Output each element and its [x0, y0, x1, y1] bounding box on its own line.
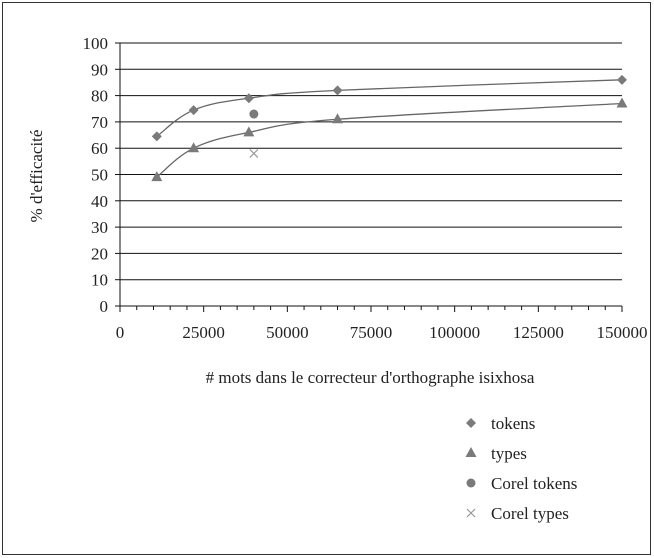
y-tick-labels: 0 10 20 30 40 50 60 70 80 90 100: [83, 34, 109, 316]
x-tick-label: 0: [116, 323, 125, 342]
series-line-tokens: [156, 79, 623, 137]
data-point: [249, 149, 259, 158]
data-point: [616, 97, 628, 108]
legend-label: types: [491, 444, 527, 463]
x-tick-labels: 0 25000 50000 75000 100000 125000 150000: [116, 323, 648, 342]
data-point: [188, 105, 199, 116]
data-point: [617, 74, 627, 85]
y-tick-label: 90: [91, 60, 108, 79]
legend-label: tokens: [491, 414, 535, 433]
y-tick-label: 0: [100, 297, 109, 316]
legend-marker: [465, 447, 477, 457]
y-tick-label: 50: [91, 166, 108, 185]
y-tick-label: 20: [91, 244, 108, 263]
data-point: [151, 131, 162, 142]
y-tick-label: 40: [91, 192, 108, 211]
legend-label: Corel tokens: [491, 474, 577, 493]
y-axis-title: % d'efficacité: [27, 130, 46, 223]
series-lines: [156, 79, 623, 178]
data-point: [188, 142, 200, 153]
y-tick-label: 60: [91, 139, 108, 158]
data-point: [151, 171, 163, 182]
legend-label: Corel types: [491, 504, 569, 523]
legend-marker: [466, 478, 476, 488]
axes: [115, 42, 623, 312]
x-tick-label: 50000: [266, 323, 309, 342]
x-stroke: [249, 149, 259, 158]
x-tick-label: 100000: [429, 323, 480, 342]
legend-marker: [466, 508, 476, 518]
y-tick-label: 30: [91, 218, 108, 237]
x-tick-label: 25000: [182, 323, 225, 342]
gridlines: [120, 42, 622, 281]
data-point: [243, 93, 254, 104]
y-tick-label: 70: [91, 113, 108, 132]
x-tick-label: 150000: [597, 323, 648, 342]
data-point: [243, 126, 255, 137]
x-axis-title: # mots dans le correcteur d'orthographe …: [206, 368, 535, 387]
data-point: [332, 113, 344, 124]
legend: tokens types Corel tokens Corel types: [465, 414, 577, 523]
y-tick-label: 80: [91, 87, 108, 106]
series-line-types: [156, 102, 623, 178]
data-point: [332, 85, 343, 96]
y-tick-label: 100: [83, 34, 109, 53]
series-markers: [151, 74, 628, 182]
x-tick-label: 75000: [350, 323, 393, 342]
y-tick-label: 10: [91, 271, 108, 290]
legend-marker: [466, 418, 476, 428]
data-point: [249, 109, 259, 119]
x-tick-label: 125000: [513, 323, 564, 342]
x-stroke: [466, 508, 476, 518]
